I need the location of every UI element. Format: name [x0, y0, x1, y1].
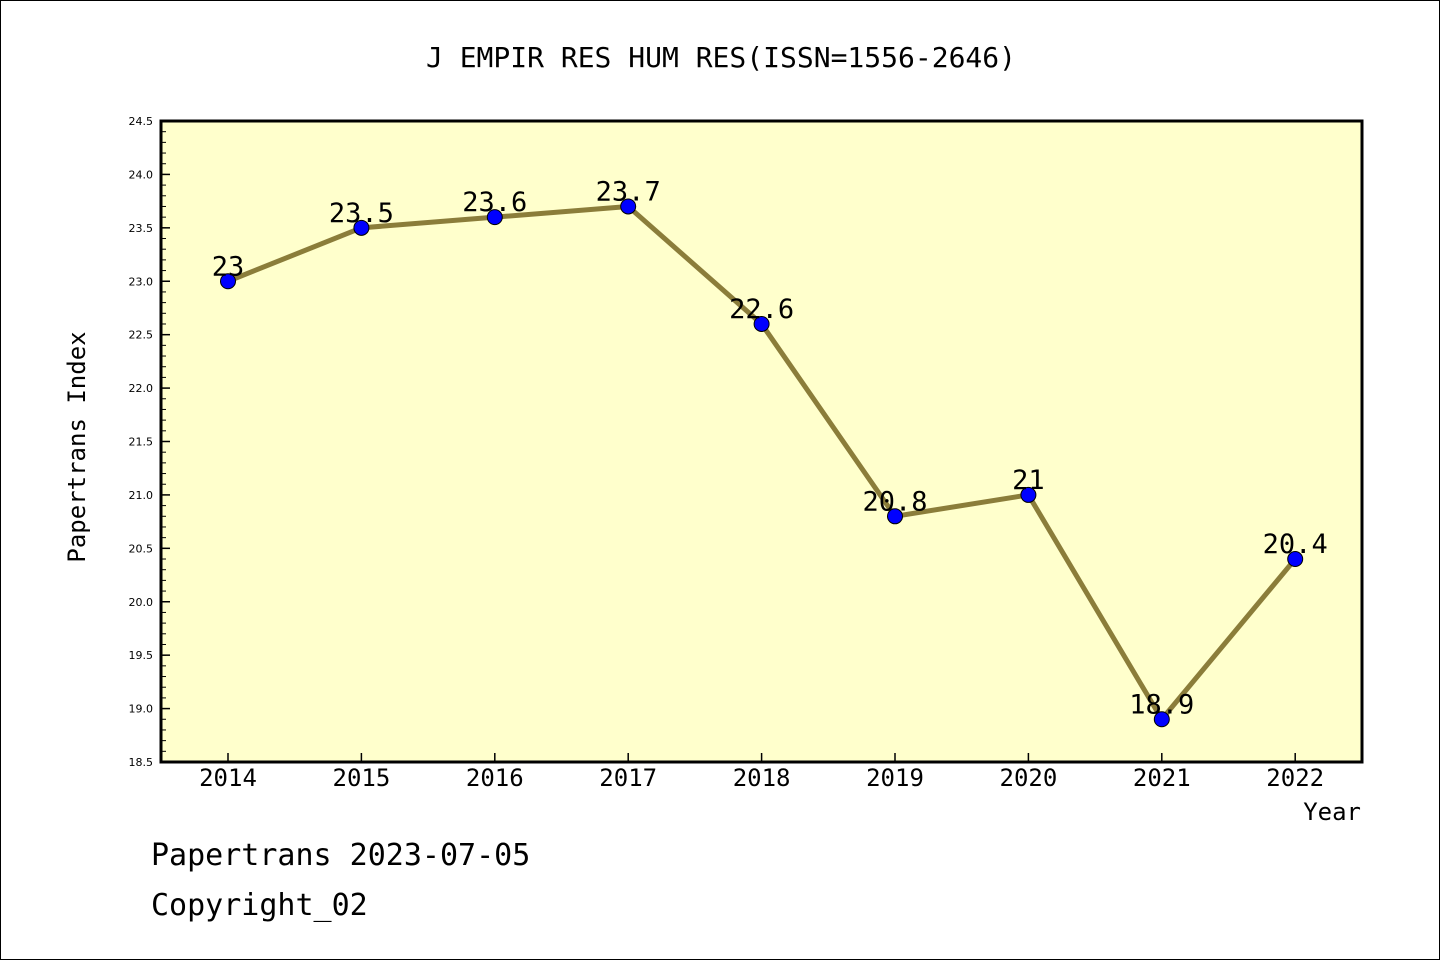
data-point — [486, 209, 503, 226]
y-tick-label: 22.0 — [129, 382, 154, 395]
data-label: 18.9 — [1129, 689, 1194, 720]
x-tick-label: 2016 — [466, 764, 524, 792]
data-label: 20.4 — [1263, 529, 1328, 560]
data-point — [753, 315, 770, 332]
data-point — [220, 273, 236, 290]
y-tick-label: 21.5 — [129, 436, 154, 449]
y-axis-label: Papertrans Index — [63, 331, 91, 562]
series-markers — [220, 198, 1304, 728]
data-point — [1153, 711, 1170, 728]
y-tick-label: 19.0 — [129, 703, 154, 716]
data-label: 23.7 — [596, 176, 661, 207]
y-tick-label: 19.5 — [129, 649, 154, 662]
y-tick-label: 24.5 — [129, 115, 154, 128]
data-label: 22.6 — [729, 294, 794, 325]
x-tick-label: 2022 — [1266, 764, 1324, 792]
x-axis: 2014 2015 2016 2017 2018 2019 2020 2021 2022 — [199, 753, 1324, 792]
y-tick-label: 18.5 — [129, 756, 154, 769]
data-point — [887, 508, 903, 525]
x-tick-label: 2018 — [733, 764, 791, 792]
data-label: 21 — [1012, 465, 1045, 496]
data-point — [1020, 486, 1037, 503]
data-label: 23.6 — [462, 187, 527, 218]
data-labels: 23 23.5 23.6 23.7 22.6 20.8 21 18.9 20.4 — [212, 176, 1328, 720]
chart-title: J EMPIR RES HUM RES(ISSN=1556-2646) — [426, 41, 1016, 74]
data-label: 23 — [212, 251, 245, 282]
data-label: 20.8 — [862, 486, 927, 517]
x-tick-label: 2017 — [599, 764, 657, 792]
x-axis-label: Year — [1303, 798, 1361, 826]
y-tick-label: 21.0 — [129, 489, 154, 502]
x-tick-label: 2014 — [199, 764, 257, 792]
y-tick-label: 24.0 — [129, 168, 154, 181]
x-tick-label: 2021 — [1133, 764, 1191, 792]
footer-date: Papertrans 2023-07-05 — [151, 838, 530, 873]
y-tick-label: 23.5 — [129, 222, 154, 235]
x-tick-label: 2020 — [1000, 764, 1058, 792]
y-tick-label: 22.5 — [129, 329, 154, 342]
footer-copyright: Copyright_02 — [151, 888, 368, 923]
y-tick-label: 23.0 — [129, 275, 154, 288]
data-point — [1287, 551, 1304, 568]
y-tick-label: 20.0 — [129, 596, 154, 609]
x-tick-label: 2019 — [866, 764, 924, 792]
data-label: 23.5 — [329, 198, 394, 229]
data-point — [353, 219, 370, 236]
y-tick-label: 20.5 — [129, 542, 154, 555]
data-point — [620, 198, 637, 215]
x-tick-label: 2015 — [333, 764, 391, 792]
y-axis: 18.5 19.0 19.5 20.0 20.5 21.0 21.5 22.0 22.5 23.0… — [129, 115, 170, 769]
